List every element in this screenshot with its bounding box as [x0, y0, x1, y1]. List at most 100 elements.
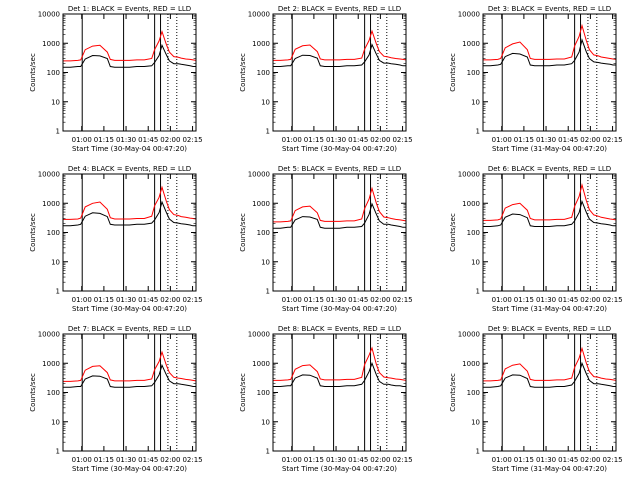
y-tick-label: 1 — [56, 448, 60, 456]
y-tick-label: 10000 — [248, 11, 270, 19]
y-tick-label: 10000 — [38, 331, 60, 339]
y-tick-label: 10 — [261, 418, 270, 426]
series-events-line — [483, 38, 616, 67]
plot-frame — [482, 173, 617, 292]
x-tick-label: 01:30 — [536, 296, 556, 304]
y-axis-label: Counts/sec — [239, 373, 247, 412]
y-tick-label: 1000 — [252, 200, 270, 208]
y-tick-label: 1000 — [462, 360, 480, 368]
plot-frame — [62, 13, 197, 132]
x-axis-label: Start Time (30-May-04 00:47:20) — [282, 305, 397, 313]
x-tick-label: 02:15 — [602, 296, 622, 304]
series-lld-line — [273, 346, 407, 381]
x-tick-label: 01:45 — [558, 136, 578, 144]
x-tick-label: 02:00 — [160, 456, 180, 464]
y-tick-label: 1000 — [42, 40, 60, 48]
chart-title: Det 4: BLACK = Events, RED = LLD — [68, 165, 191, 173]
y-tick-label: 1000 — [462, 200, 480, 208]
chart-panel-det-7: 1 10 100 1000 10000 01:00 01:15 01:30 01:45 02:00… — [29, 325, 203, 473]
x-tick-label: 02:15 — [392, 456, 412, 464]
x-tick-label: 02:00 — [370, 456, 390, 464]
x-tick-label: 02:00 — [160, 136, 180, 144]
chart-panel-det-8: 1 10 100 1000 10000 01:00 01:15 01:30 01:45 02:00… — [239, 325, 413, 473]
series-events-line — [273, 202, 406, 229]
y-tick-label: 100 — [257, 229, 270, 237]
y-tick-label: 100 — [467, 229, 480, 237]
x-tick-label: 01:30 — [116, 456, 136, 464]
x-axis-label: Start Time (31-May-04 00:47:20) — [492, 465, 607, 473]
plot-frame — [272, 173, 407, 292]
x-axis-label: Start Time (30-May-04 00:47:20) — [72, 145, 187, 153]
x-tick-label: 01:45 — [558, 296, 578, 304]
x-tick-label: 01:15 — [304, 136, 324, 144]
y-tick-label: 1 — [266, 448, 270, 456]
y-axis-label: Counts/sec — [449, 373, 457, 412]
series-lld-line — [483, 346, 617, 382]
y-tick-label: 100 — [47, 69, 60, 77]
x-tick-label: 01:00 — [72, 456, 92, 464]
chart-panel-det-2: 1 10 100 1000 10000 01:00 01:15 01:30 01:45 02:00… — [239, 5, 413, 153]
series-events-line — [273, 43, 406, 67]
chart-title: Det 1: BLACK = Events, RED = LLD — [68, 5, 191, 13]
chart-title: Det 2: BLACK = Events, RED = LLD — [278, 5, 401, 13]
y-tick-label: 1 — [56, 288, 60, 296]
plot-frame — [272, 13, 407, 132]
y-axis-label: Counts/sec — [239, 213, 247, 252]
series-events-line — [63, 43, 196, 68]
y-tick-label: 100 — [257, 389, 270, 397]
y-tick-label: 100 — [467, 389, 480, 397]
chart-panel-det-5: 1 10 100 1000 10000 01:00 01:15 01:30 01:45 02:00… — [239, 165, 413, 313]
y-tick-label: 1 — [56, 128, 60, 136]
x-tick-label: 01:00 — [492, 136, 512, 144]
series-lld-line — [483, 23, 617, 61]
y-tick-label: 1 — [266, 128, 270, 136]
x-tick-label: 02:15 — [392, 136, 412, 144]
chart-title: Det 9: BLACK = Events, RED = LLD — [488, 325, 611, 333]
y-axis-label: Counts/sec — [449, 53, 457, 92]
x-tick-label: 02:00 — [160, 296, 180, 304]
plot-frame — [482, 13, 617, 132]
y-tick-label: 1000 — [42, 200, 60, 208]
x-tick-label: 01:15 — [94, 296, 114, 304]
x-tick-label: 01:00 — [72, 136, 92, 144]
series-lld-line — [273, 29, 407, 61]
x-tick-label: 01:00 — [282, 296, 302, 304]
plot-frame — [62, 333, 197, 452]
x-axis-label: Start Time (31-May-04 00:47:20) — [492, 305, 607, 313]
x-axis-label: Start Time (31-May-04 00:47:20) — [492, 145, 607, 153]
y-tick-label: 10 — [261, 98, 270, 106]
x-tick-label: 01:45 — [558, 456, 578, 464]
y-tick-label: 100 — [467, 69, 480, 77]
y-tick-label: 10 — [471, 258, 480, 266]
chart-title: Det 6: BLACK = Events, RED = LLD — [488, 165, 611, 173]
y-tick-label: 10 — [51, 258, 60, 266]
x-tick-label: 01:45 — [348, 136, 368, 144]
x-tick-label: 02:00 — [580, 456, 600, 464]
x-tick-label: 01:15 — [514, 456, 534, 464]
y-tick-label: 1 — [476, 448, 480, 456]
x-tick-label: 01:15 — [304, 456, 324, 464]
series-lld-line — [483, 183, 617, 221]
y-tick-label: 1 — [476, 288, 480, 296]
x-tick-label: 02:00 — [580, 296, 600, 304]
chart-panel-det-3: 1 10 100 1000 10000 01:00 01:15 01:30 01:45 02:00… — [449, 5, 623, 153]
x-tick-label: 01:30 — [536, 136, 556, 144]
x-tick-label: 02:15 — [602, 136, 622, 144]
x-tick-label: 02:15 — [392, 296, 412, 304]
y-tick-label: 10 — [51, 98, 60, 106]
chart-title: Det 7: BLACK = Events, RED = LLD — [68, 325, 191, 333]
x-tick-label: 01:45 — [138, 136, 158, 144]
y-tick-label: 10 — [51, 418, 60, 426]
chart-title: Det 3: BLACK = Events, RED = LLD — [488, 5, 611, 13]
y-tick-label: 1000 — [252, 40, 270, 48]
x-tick-label: 01:00 — [282, 456, 302, 464]
y-tick-label: 10000 — [248, 171, 270, 179]
y-axis-label: Counts/sec — [239, 53, 247, 92]
x-tick-label: 01:30 — [326, 296, 346, 304]
x-tick-label: 01:15 — [304, 296, 324, 304]
y-tick-label: 10000 — [458, 11, 480, 19]
plot-frame — [272, 333, 407, 452]
x-tick-label: 01:30 — [326, 456, 346, 464]
x-tick-label: 01:00 — [282, 136, 302, 144]
x-tick-label: 01:15 — [514, 296, 534, 304]
